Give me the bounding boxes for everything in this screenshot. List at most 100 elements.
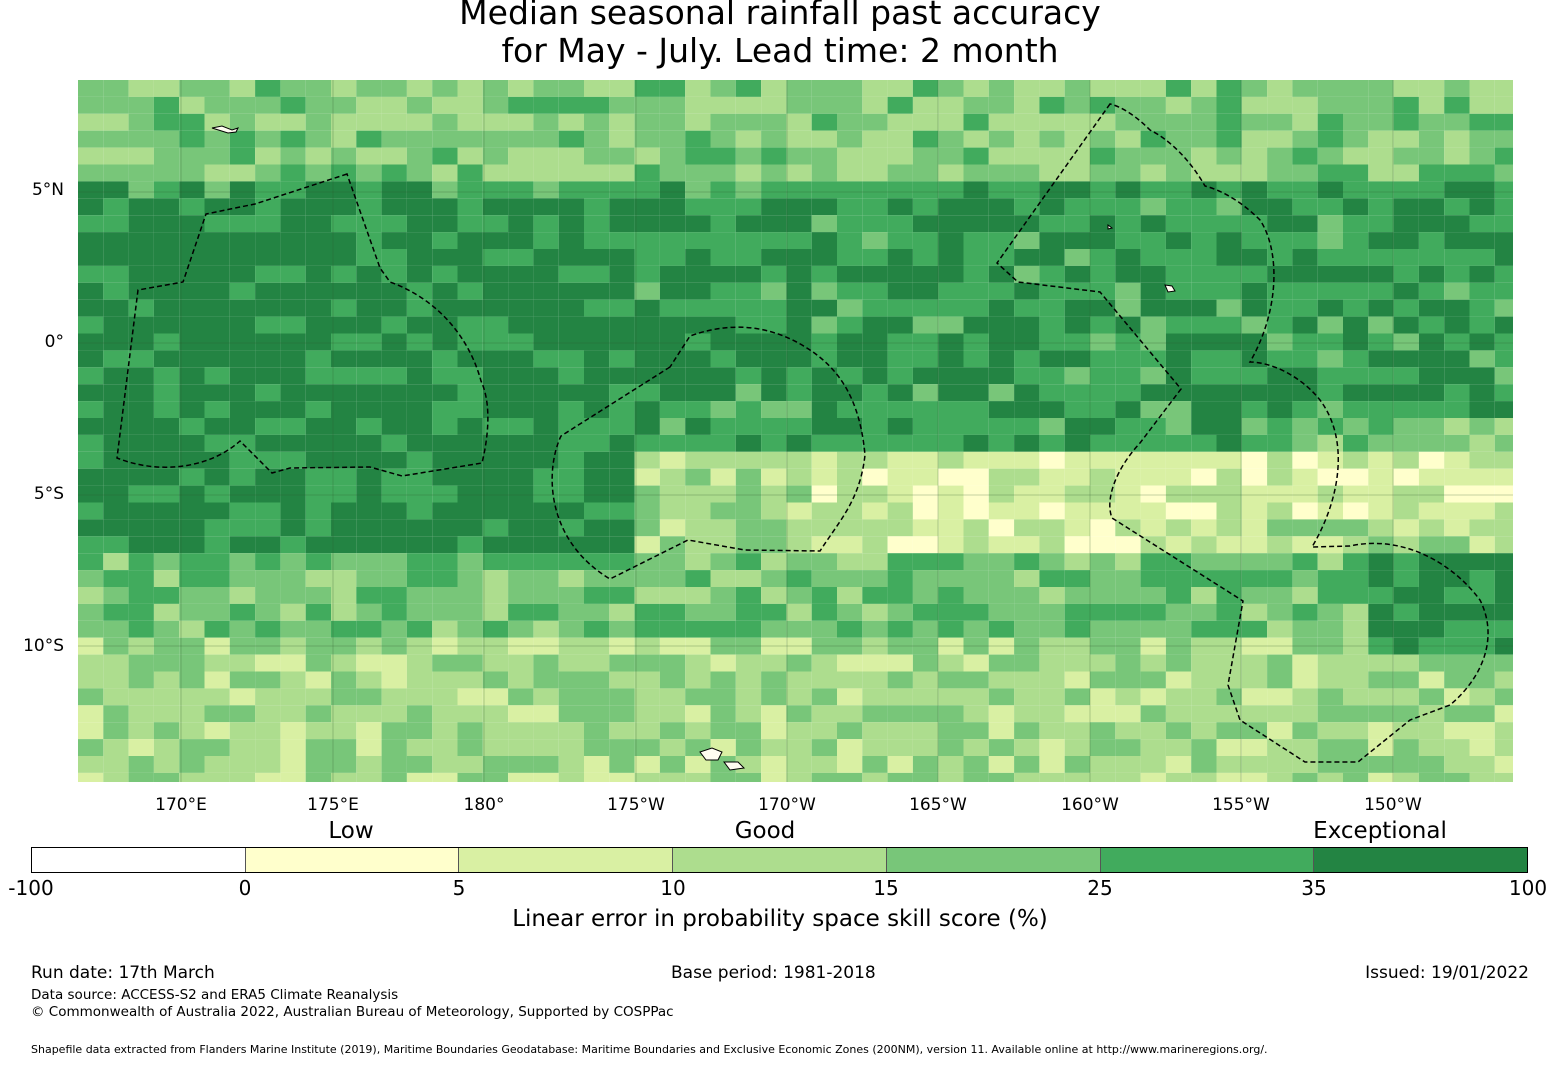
skill-cell bbox=[406, 772, 433, 782]
skill-cell bbox=[1165, 553, 1192, 571]
skill-cell bbox=[305, 418, 331, 435]
skill-cell bbox=[912, 502, 939, 520]
skill-cell bbox=[761, 130, 787, 148]
skill-cell bbox=[1418, 198, 1445, 216]
colorbar-segment-7 bbox=[1314, 848, 1528, 872]
skill-cell bbox=[837, 80, 863, 97]
skill-cell bbox=[710, 164, 736, 182]
skill-cell bbox=[533, 434, 559, 452]
skill-cell bbox=[685, 570, 711, 587]
skill-cell bbox=[1418, 485, 1445, 503]
skill-cell bbox=[988, 502, 1015, 520]
skill-cell bbox=[634, 181, 660, 199]
skill-cell bbox=[1165, 451, 1192, 469]
skill-cell bbox=[305, 80, 331, 97]
skill-cell bbox=[1216, 553, 1242, 571]
skill-cell bbox=[1368, 232, 1394, 249]
skill-cell bbox=[811, 705, 837, 723]
skill-cell bbox=[356, 215, 382, 233]
skill-cell bbox=[229, 739, 256, 756]
skill-cell bbox=[255, 570, 281, 587]
skill-cell bbox=[912, 232, 939, 249]
island-palmyra bbox=[1164, 284, 1176, 293]
skill-cell bbox=[1393, 688, 1419, 706]
skill-cell bbox=[685, 418, 711, 435]
skill-cell bbox=[938, 570, 964, 587]
skill-cell bbox=[255, 434, 281, 452]
skill-cell bbox=[1090, 671, 1116, 689]
skill-cell bbox=[1494, 654, 1513, 672]
skill-cell bbox=[685, 756, 711, 773]
skill-cell bbox=[1241, 451, 1268, 469]
skill-cell bbox=[1090, 654, 1116, 672]
skill-cell bbox=[508, 350, 534, 368]
skill-cell bbox=[659, 772, 686, 782]
skill-cell bbox=[482, 485, 509, 503]
skill-cell bbox=[938, 468, 964, 486]
skill-cell bbox=[1393, 282, 1419, 300]
skill-cell bbox=[811, 519, 837, 537]
skill-cell bbox=[761, 181, 787, 199]
skill-cell bbox=[1368, 80, 1394, 97]
skill-cell bbox=[659, 384, 686, 402]
skill-cell bbox=[1064, 722, 1090, 740]
skill-cell bbox=[1216, 418, 1242, 435]
skill-cell bbox=[533, 722, 559, 740]
skill-cell bbox=[1267, 333, 1293, 351]
skill-cell bbox=[761, 739, 787, 756]
skill-cell bbox=[103, 96, 129, 114]
lon-label-155w: 155°W bbox=[1212, 795, 1270, 815]
skill-cell bbox=[837, 198, 863, 216]
skill-cell bbox=[609, 570, 635, 587]
skill-grid bbox=[78, 80, 1513, 782]
skill-cell bbox=[1444, 654, 1470, 672]
skill-cell bbox=[1343, 316, 1369, 334]
skill-cell bbox=[584, 519, 610, 537]
skill-cell bbox=[912, 367, 939, 385]
skill-cell bbox=[1292, 485, 1318, 503]
skill-cell bbox=[103, 705, 129, 723]
skill-cell bbox=[609, 502, 635, 520]
skill-cell bbox=[1368, 722, 1394, 740]
skill-cell bbox=[1165, 620, 1192, 638]
skill-cell bbox=[1393, 705, 1419, 723]
skill-cell bbox=[685, 553, 711, 571]
skill-cell bbox=[912, 468, 939, 486]
skill-cell bbox=[305, 401, 331, 418]
skill-cell bbox=[938, 147, 964, 165]
skill-cell bbox=[558, 519, 584, 537]
skill-cell bbox=[482, 688, 509, 706]
skill-cell bbox=[1039, 147, 1065, 165]
skill-cell bbox=[103, 198, 129, 216]
skill-cell bbox=[912, 350, 939, 368]
skill-cell bbox=[1494, 198, 1513, 216]
skill-cell bbox=[356, 536, 382, 554]
skill-cell bbox=[179, 688, 205, 706]
skill-cell bbox=[1393, 434, 1419, 452]
skill-cell bbox=[609, 756, 635, 773]
skill-cell bbox=[482, 401, 509, 418]
skill-cell bbox=[786, 96, 812, 114]
skill-cell bbox=[1014, 350, 1040, 368]
skill-cell bbox=[1216, 570, 1242, 587]
skill-cell bbox=[1494, 553, 1513, 571]
lat-label-5n: 5°N bbox=[31, 180, 64, 200]
skill-cell bbox=[305, 181, 331, 199]
skill-cell bbox=[1267, 367, 1293, 385]
skill-cell bbox=[280, 113, 306, 131]
skill-cell bbox=[1444, 333, 1470, 351]
skill-cell bbox=[963, 401, 989, 418]
skill-cell bbox=[735, 181, 762, 199]
skill-cell bbox=[609, 96, 635, 114]
skill-cell bbox=[1368, 587, 1394, 604]
skill-cell bbox=[685, 316, 711, 334]
skill-cell bbox=[1216, 333, 1242, 351]
skill-cell bbox=[1418, 603, 1445, 621]
skill-cell bbox=[609, 671, 635, 689]
skill-cell bbox=[432, 418, 458, 435]
skill-cell bbox=[482, 705, 509, 723]
skill-cell bbox=[584, 553, 610, 571]
skill-cell bbox=[811, 333, 837, 351]
skill-cell bbox=[659, 130, 686, 148]
skill-cell bbox=[685, 299, 711, 317]
